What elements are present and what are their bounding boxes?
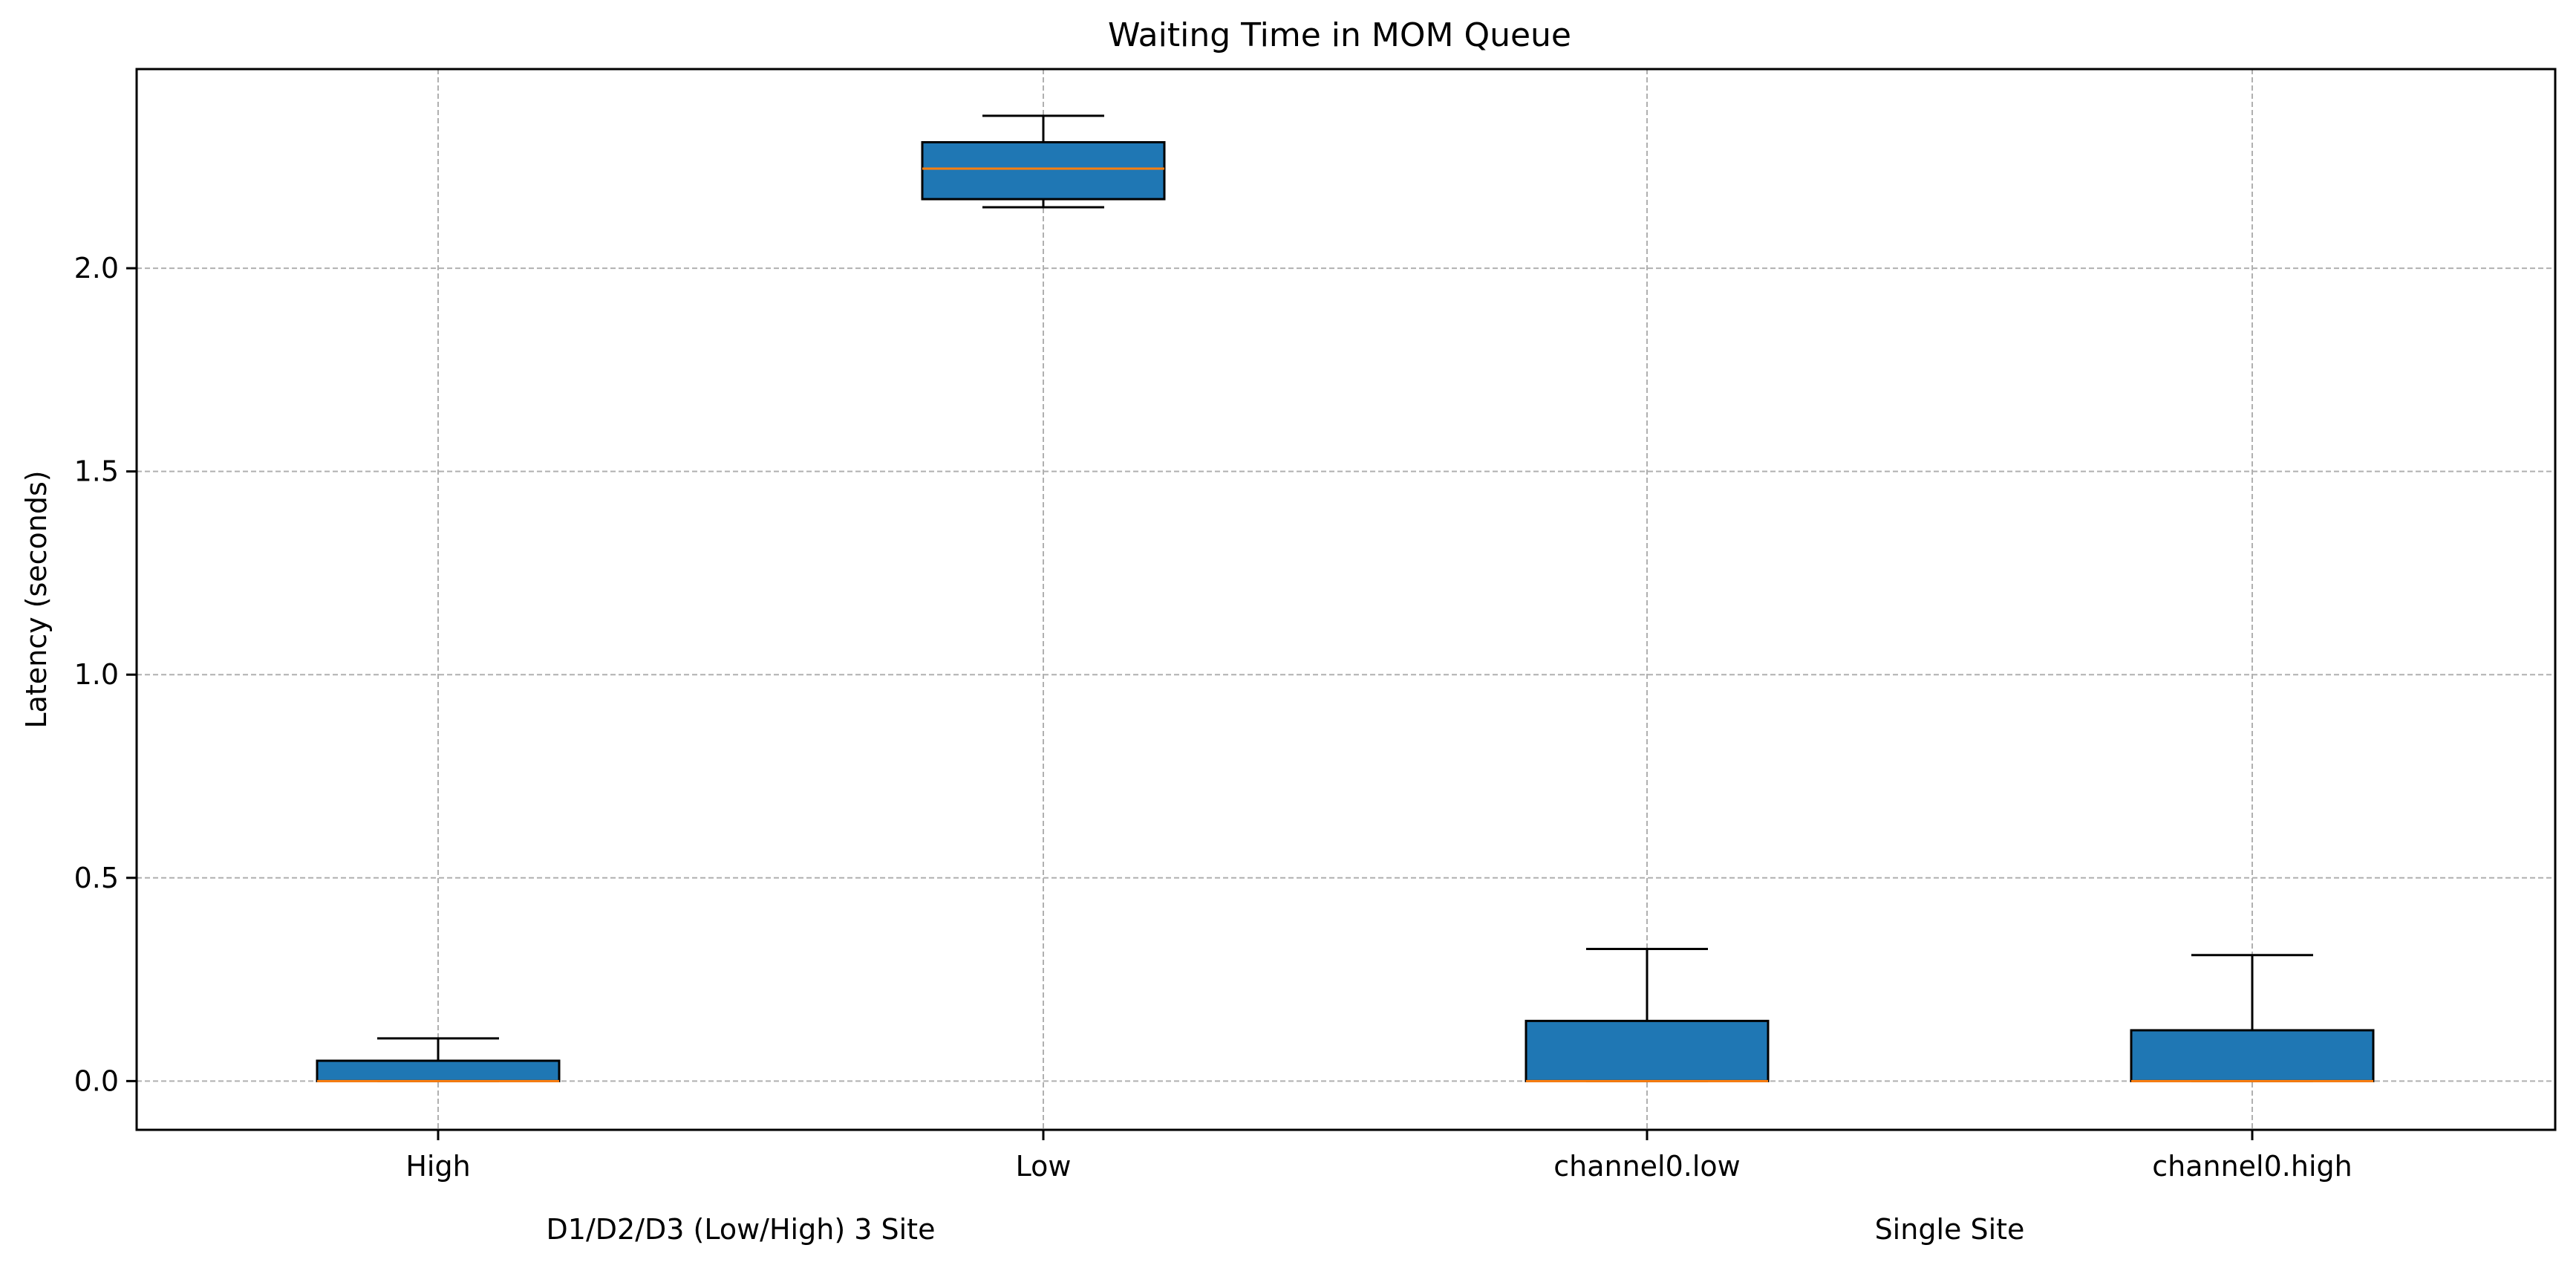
box-body: [921, 140, 1166, 201]
y-tick-label: 2.0: [74, 252, 119, 285]
y-tick-label: 0.0: [74, 1064, 119, 1097]
y-ticks: 0.0 0.5 1.0 1.5 2.0: [74, 252, 137, 1097]
x-tick-label: channel0.low: [1553, 1150, 1741, 1183]
y-axis-label: Latency (seconds): [20, 470, 53, 728]
group-label: D1/D2/D3 (Low/High) 3 Site: [547, 1213, 936, 1246]
box-low: [921, 114, 1166, 209]
box-channel0-high: [2130, 954, 2375, 1082]
x-tick-label: Low: [1016, 1150, 1072, 1183]
group-label: Single Site: [1875, 1213, 2025, 1246]
y-tick-label: 1.0: [74, 658, 119, 691]
box-body: [2130, 1029, 2375, 1082]
plot-frame: [135, 68, 2557, 1131]
y-tick-label: 0.5: [74, 862, 119, 894]
boxes: [316, 114, 2375, 1082]
box-body: [316, 1059, 561, 1082]
y-tick-label: 1.5: [74, 455, 119, 488]
chart-title: Waiting Time in MOM Queue: [1108, 16, 1571, 54]
box-high: [316, 1037, 561, 1082]
x-ticks: High Low channel0.low channel0.high: [405, 1130, 2352, 1183]
group-labels: D1/D2/D3 (Low/High) 3 Site Single Site: [547, 1213, 2025, 1246]
box-body: [1525, 1019, 1770, 1082]
x-tick-label: High: [405, 1150, 470, 1183]
grid: [137, 69, 2555, 1130]
x-tick-label: channel0.high: [2152, 1150, 2352, 1183]
box-channel0-low: [1525, 948, 1770, 1082]
